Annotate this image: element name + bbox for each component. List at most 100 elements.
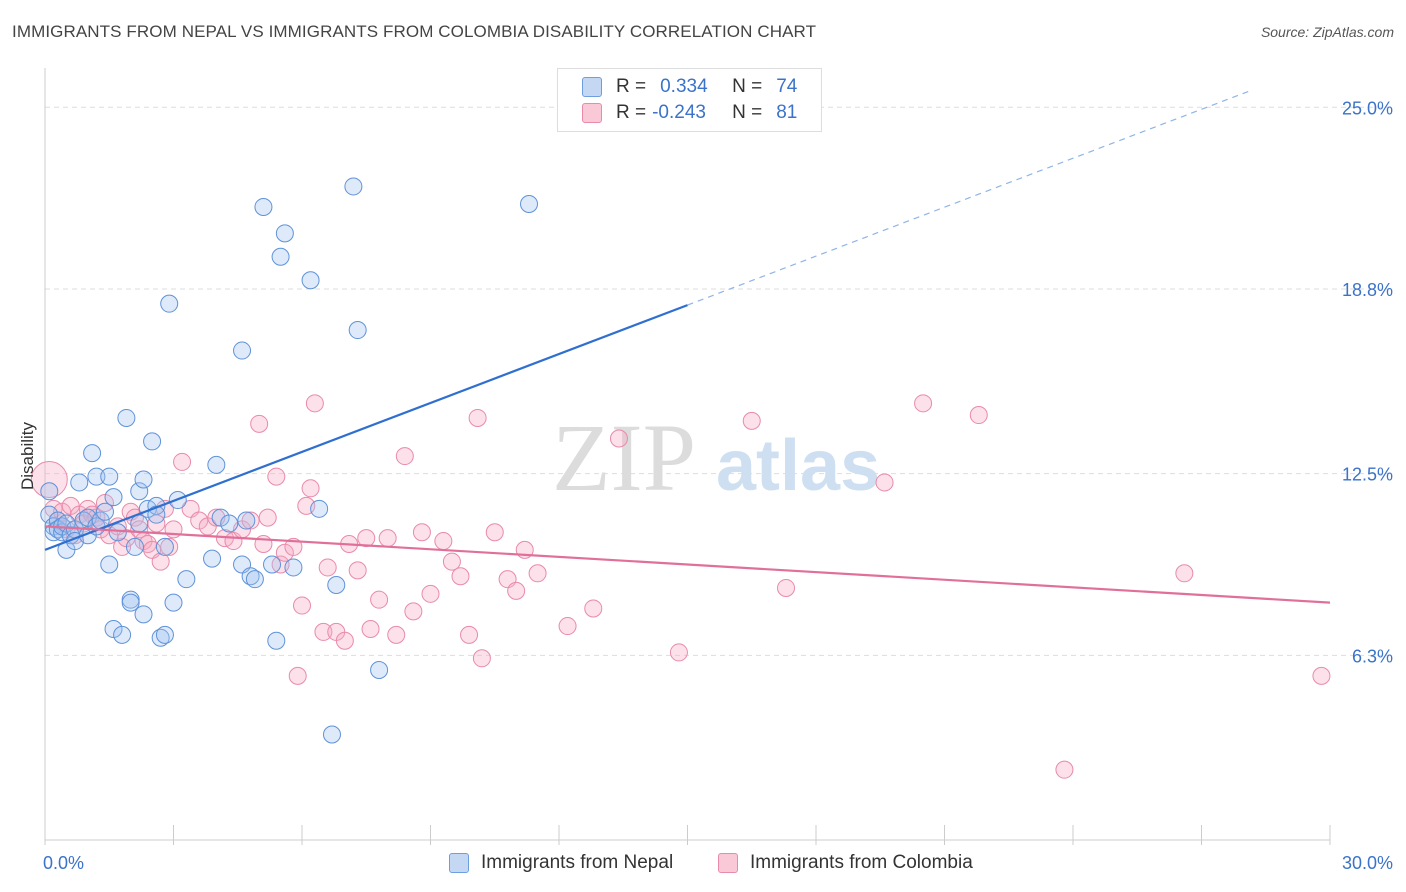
colombia-point bbox=[412, 523, 431, 542]
nepal-point bbox=[134, 470, 153, 489]
nepal-point bbox=[254, 197, 273, 216]
nepal-swatch bbox=[582, 77, 602, 97]
legend-row-colombia: R = -0.243 N = 81 bbox=[582, 101, 797, 125]
nepal-point bbox=[130, 514, 149, 533]
colombia-point bbox=[267, 467, 286, 486]
colombia-point bbox=[472, 649, 491, 668]
colombia-point bbox=[160, 537, 179, 556]
colombia-point bbox=[460, 625, 479, 644]
colombia-point bbox=[370, 590, 389, 609]
x-tick-label-max: 30.0% bbox=[1342, 853, 1393, 873]
nepal-point bbox=[155, 625, 174, 644]
legend-item-nepal: Immigrants from Nepal bbox=[449, 852, 673, 874]
nepal-point bbox=[344, 177, 363, 196]
colombia-point bbox=[442, 552, 461, 571]
colombia-legend-label: Immigrants from Colombia bbox=[750, 852, 973, 873]
watermark-zip: ZIP bbox=[552, 404, 696, 511]
correlation-legend: R = 0.334 N = 74 R = -0.243 N = 81 bbox=[557, 68, 822, 132]
nepal-point bbox=[130, 482, 149, 501]
colombia-point bbox=[361, 619, 380, 638]
gridlines bbox=[45, 106, 1395, 656]
colombia-point bbox=[378, 529, 397, 548]
nepal-point bbox=[245, 570, 264, 589]
nepal-point bbox=[147, 505, 166, 524]
nepal-points bbox=[40, 177, 539, 744]
y-tick-label-3: 25.0% bbox=[1342, 98, 1393, 118]
colombia-legend-swatch bbox=[718, 853, 738, 873]
nepal-point bbox=[104, 488, 123, 507]
nepal-point bbox=[271, 247, 290, 266]
nepal-point bbox=[177, 570, 196, 589]
watermark-atlas: atlas bbox=[716, 426, 880, 506]
nepal-point bbox=[275, 224, 294, 243]
nepal-point bbox=[164, 593, 183, 612]
nepal-point bbox=[100, 555, 119, 574]
tick-labels: 6.3% 12.5% 18.8% 25.0% 0.0% 30.0% bbox=[43, 98, 1393, 873]
colombia-point bbox=[451, 567, 470, 586]
colombia-point bbox=[558, 617, 577, 636]
axes bbox=[44, 68, 1331, 845]
y-axis-label: Disability bbox=[18, 421, 37, 490]
chart-title: IMMIGRANTS FROM NEPAL VS IMMIGRANTS FROM… bbox=[12, 22, 817, 41]
colombia-point bbox=[130, 520, 149, 539]
y-tick-label-1: 12.5% bbox=[1342, 465, 1393, 485]
n-label: N = bbox=[732, 76, 763, 97]
n-label: N = bbox=[732, 102, 763, 123]
colombia-point bbox=[1175, 564, 1194, 583]
nepal-point bbox=[284, 558, 303, 577]
colombia-point bbox=[1055, 760, 1074, 779]
colombia-point bbox=[434, 532, 453, 551]
colombia-point bbox=[250, 414, 269, 433]
colombia-point bbox=[151, 552, 170, 571]
y-tick-label-2: 18.8% bbox=[1342, 280, 1393, 300]
source-label: Source: ZipAtlas.com bbox=[1260, 24, 1394, 40]
nepal-point bbox=[301, 271, 320, 290]
nepal-point bbox=[237, 511, 256, 530]
nepal-point bbox=[160, 294, 179, 313]
colombia-point bbox=[914, 394, 933, 413]
colombia-point bbox=[173, 452, 192, 471]
nepal-point bbox=[95, 502, 114, 521]
colombia-point bbox=[113, 537, 132, 556]
nepal-point bbox=[327, 576, 346, 595]
trend-lines bbox=[44, 89, 1331, 604]
nepal-trend-extension bbox=[687, 89, 1254, 306]
nepal-point bbox=[155, 537, 174, 556]
colombia-point bbox=[584, 599, 603, 618]
colombia-point bbox=[875, 473, 894, 492]
series-legend: Immigrants from Nepal Immigrants from Co… bbox=[0, 852, 1406, 878]
zipatlas-watermark: ZIP atlas bbox=[552, 404, 880, 511]
nepal-point bbox=[233, 341, 252, 360]
colombia-r-value: -0.243 bbox=[652, 102, 706, 123]
colombia-point bbox=[30, 461, 68, 499]
colombia-point bbox=[348, 561, 367, 580]
colombia-n-value: 81 bbox=[776, 102, 798, 123]
colombia-point bbox=[468, 408, 487, 427]
nepal-point bbox=[87, 467, 106, 486]
r-label: R = bbox=[616, 102, 647, 123]
colombia-point bbox=[335, 631, 354, 650]
nepal-point bbox=[520, 195, 539, 214]
colombia-point bbox=[258, 508, 277, 527]
nepal-point bbox=[100, 467, 119, 486]
x-tick-label-min: 0.0% bbox=[43, 853, 84, 873]
colombia-point bbox=[293, 596, 311, 615]
nepal-point bbox=[121, 593, 140, 612]
nepal-trend-line bbox=[44, 304, 688, 551]
legend-item-colombia: Immigrants from Colombia bbox=[718, 852, 973, 874]
colombia-point bbox=[969, 406, 988, 425]
colombia-point bbox=[669, 643, 688, 662]
colombia-point bbox=[301, 479, 320, 498]
colombia-point bbox=[485, 523, 504, 542]
colombia-point bbox=[609, 429, 628, 448]
nepal-point bbox=[125, 537, 144, 556]
legend-row-nepal: R = 0.334 N = 74 bbox=[582, 75, 797, 99]
nepal-n-value: 74 bbox=[776, 76, 798, 97]
colombia-point bbox=[387, 625, 406, 644]
nepal-point bbox=[108, 523, 127, 542]
nepal-point bbox=[83, 444, 102, 463]
nepal-point bbox=[203, 549, 222, 568]
nepal-point bbox=[322, 725, 341, 744]
nepal-point bbox=[310, 499, 329, 518]
